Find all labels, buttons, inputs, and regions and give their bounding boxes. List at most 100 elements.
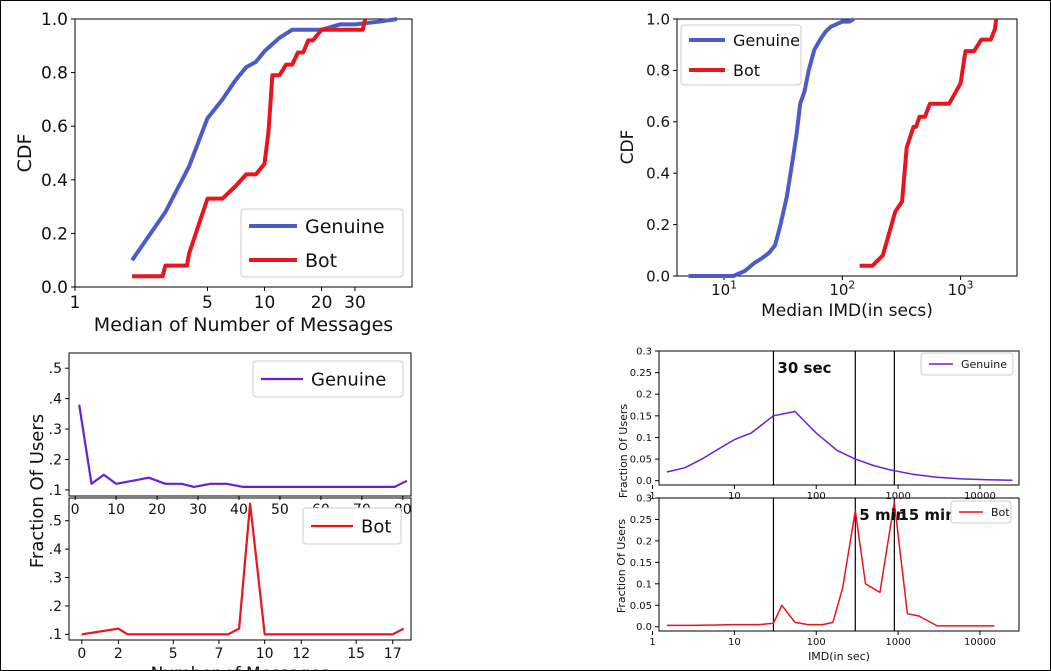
y-tick-label: 0.8	[646, 62, 670, 80]
legend-box	[252, 360, 404, 398]
x-tick-label: 100	[807, 637, 826, 648]
dist_messages_bot-plot-frame	[68, 497, 412, 641]
series-line-genuine	[666, 410, 1013, 481]
legend-label: Bot	[361, 516, 391, 537]
x-tick-label: 10	[254, 293, 276, 313]
x-tick-label: 10000	[964, 637, 996, 648]
x-tick-label: 1000	[885, 637, 910, 648]
dist_imd_bot-plot-frame	[658, 497, 1020, 632]
x-tick-label: 1	[70, 293, 81, 313]
y-tick-label: 0.4	[646, 164, 670, 182]
y-tick-label: .2	[49, 452, 62, 468]
x-tick-label: 103	[948, 278, 974, 299]
dist_imd_bot-chart: 1 10 100 1000 10000 0.0 0.05 0.1 0.15 0.2 0.25 0.3 5…	[630, 494, 1020, 663]
y-tick-label: 0.2	[646, 216, 670, 234]
y-tick-label: 0.8	[41, 64, 68, 84]
cdf_imd-plot-frame	[676, 18, 1018, 277]
y-tick-label: 0.4	[41, 171, 68, 191]
series-line-bot	[859, 18, 999, 268]
x-tick-label: 10000	[964, 491, 996, 502]
annotation-label: 5 min	[859, 506, 906, 524]
x-tick-label: 102	[829, 278, 855, 299]
y-tick-label: 0.15	[630, 558, 652, 569]
y-tick-label: 0.6	[646, 113, 670, 131]
x-tick-label: 12	[292, 646, 310, 662]
x-tick-label: 30	[189, 502, 207, 518]
y-tick-label: 0.25	[630, 515, 652, 526]
x-tick-label: 10	[107, 502, 125, 518]
x-tick-label: 10	[728, 491, 741, 502]
y-axis-label: CDF	[14, 134, 36, 173]
legend-box	[920, 352, 1014, 376]
series-line-bot	[132, 18, 368, 279]
x-tick-label: 17	[384, 646, 402, 662]
y-tick-label: 1.0	[41, 10, 68, 30]
x-tick-label: 0	[77, 646, 86, 662]
y-tick-label: 0.15	[630, 411, 652, 422]
x-axis-label: Median of Number of Messages	[94, 314, 393, 336]
y-tick-label: .1	[49, 627, 62, 643]
annotation-label: 30 sec	[777, 359, 831, 377]
cdf_imd-chart: 101 102 103 0.0 0.2 0.4 0.6 0.8 1.0 Genuine Bot Med…	[646, 10, 1018, 321]
y-tick-label: 0.2	[636, 390, 652, 401]
y-axis-label: Fraction Of Users	[27, 414, 48, 568]
y-tick-label: 0.1	[636, 433, 652, 444]
x-tick-label: 20	[311, 293, 333, 313]
x-tick-label: 1000	[885, 491, 910, 502]
y-tick-label: 0.2	[41, 224, 68, 244]
y-tick-label: .5	[49, 361, 62, 377]
series-line-bot	[666, 501, 995, 627]
y-tick-label: .1	[49, 483, 62, 499]
x-tick-label: 5	[169, 646, 178, 662]
x-tick-label: 50	[271, 502, 289, 518]
y-tick-label: 0.1	[636, 579, 652, 590]
y-axis-label: CDF	[618, 130, 638, 165]
y-tick-label: 0.0	[41, 278, 68, 298]
y-tick-label: .4	[49, 392, 62, 408]
x-tick-exponent: 3	[967, 278, 974, 291]
legend-label: Genuine	[961, 358, 1007, 371]
y-tick-label: .3	[49, 570, 62, 586]
x-tick-label: 5	[202, 293, 213, 313]
y-tick-label: .4	[49, 542, 62, 558]
x-tick-label: 1	[649, 637, 655, 648]
dist_messages_bot-chart: 0 2 5 7 10 12 15 17 .1 .2 .3 .4 .5 Bot Number of Messa…	[49, 497, 412, 670]
legend-label: Genuine	[733, 31, 800, 50]
x-tick-label: 15	[347, 646, 365, 662]
series-line-genuine	[688, 17, 855, 278]
series-line-genuine	[78, 404, 408, 488]
y-tick-label: 0.0	[636, 476, 652, 487]
x-tick-label: 2	[114, 646, 123, 662]
legend-label: Genuine	[311, 369, 386, 390]
x-tick-exponent: 2	[848, 278, 855, 291]
x-tick-exponent: 1	[730, 278, 737, 291]
x-axis-label: IMD(in sec)	[808, 650, 870, 663]
legend-label: Bot	[991, 506, 1010, 519]
x-tick-label: 7	[215, 646, 224, 662]
y-tick-label: 0.0	[636, 622, 652, 633]
y-tick-label: .2	[49, 599, 62, 615]
cdf_messages-plot-frame	[74, 18, 413, 288]
legend-label: Genuine	[305, 216, 385, 238]
dist_messages_genuine-plot-frame	[68, 352, 412, 497]
x-axis-label: Number of Messages	[151, 664, 330, 670]
cdf_messages-chart: 1 5 10 20 30 0.0 0.2 0.4 0.6 0.8 1.0 Genuine Bot Medi…	[41, 10, 413, 336]
x-axis-label: Median IMD(in secs)	[761, 301, 933, 321]
x-tick-label: 20	[148, 502, 166, 518]
y-axis-label: Fraction Of Users	[615, 519, 628, 614]
y-tick-label: 0.2	[636, 536, 652, 547]
y-axis-label: Fraction Of Users	[617, 404, 630, 499]
y-tick-label: .3	[49, 422, 62, 438]
series-line-bot	[81, 502, 405, 636]
y-tick-label: 0.3	[636, 347, 652, 358]
legend-label: Bot	[305, 250, 337, 272]
y-tick-label: 1.0	[646, 10, 670, 28]
annotation-label: 15 min	[898, 506, 956, 524]
x-tick-label: 101	[711, 278, 737, 299]
y-tick-label: .5	[49, 514, 62, 530]
y-tick-label: 0.3	[636, 494, 652, 505]
y-tick-label: 0.6	[41, 117, 68, 137]
